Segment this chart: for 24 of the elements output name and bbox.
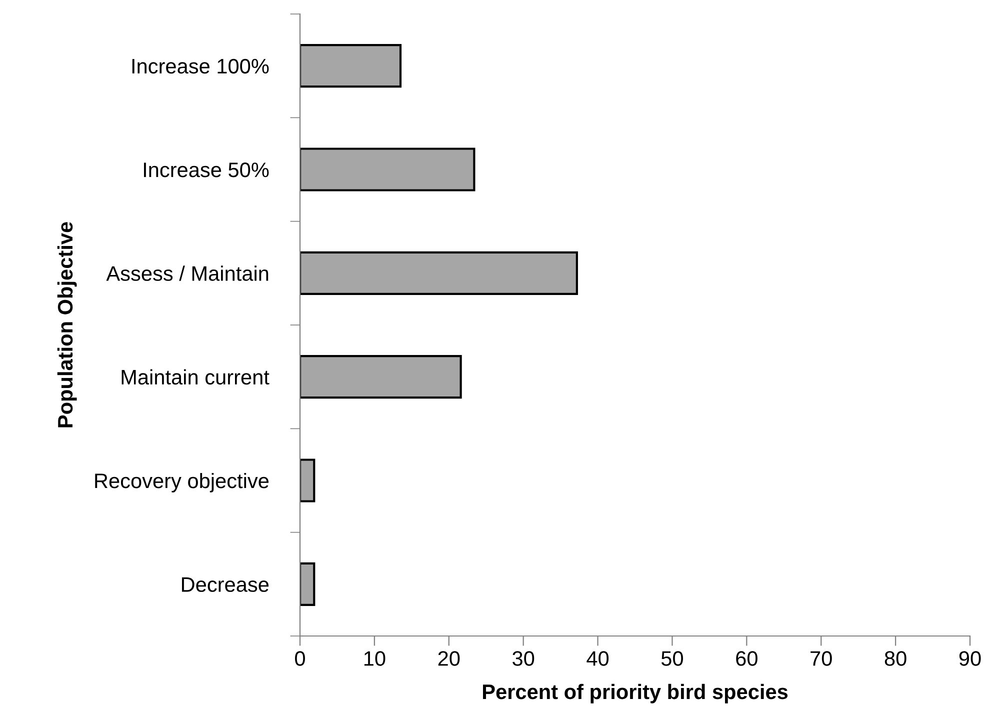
- bar: [300, 458, 316, 502]
- x-tick-label: 40: [586, 651, 609, 666]
- x-tick-label: 70: [810, 651, 832, 666]
- bar: [300, 562, 316, 606]
- x-tick-label: 30: [512, 651, 534, 666]
- bar: [300, 148, 476, 192]
- y-tick-label: Decrease: [182, 577, 269, 592]
- y-axis-title: Population Objective: [57, 222, 77, 428]
- y-tick-label: Increase 50%: [144, 162, 269, 178]
- y-tick-label: Increase 100%: [132, 58, 269, 74]
- y-tick-label: Assess / Maintain: [106, 266, 268, 281]
- x-tick-label: 50: [661, 651, 683, 666]
- x-tick-label: 60: [736, 651, 758, 666]
- x-axis-title: Percent of priority bird species: [483, 684, 788, 704]
- bar: [300, 355, 462, 399]
- x-tick-label: 10: [364, 651, 386, 666]
- x-tick-label: 0: [295, 651, 305, 666]
- bar: [300, 44, 402, 88]
- x-tick-label: 20: [438, 651, 460, 666]
- x-tick-label: 90: [959, 651, 981, 666]
- bar: [300, 251, 578, 295]
- y-tick-label: Maintain current: [122, 369, 270, 385]
- y-tick-label: Recovery objective: [95, 472, 269, 492]
- x-tick-label: 80: [884, 651, 906, 666]
